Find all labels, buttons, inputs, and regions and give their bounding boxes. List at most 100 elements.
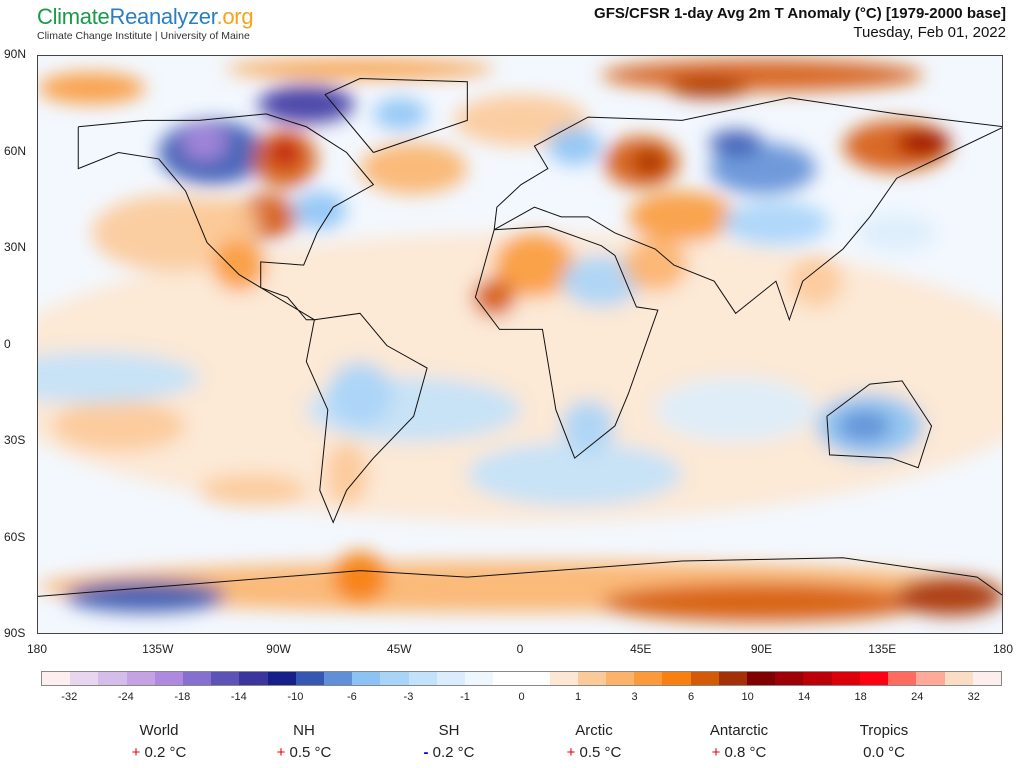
logo-part: Reanalyzer <box>109 4 217 29</box>
color-scale-swatch <box>239 672 268 685</box>
anomaly-region <box>668 78 750 98</box>
anomaly-value: 0.2 °C <box>144 744 187 761</box>
color-scale-swatch <box>352 672 381 685</box>
region-stat-antarctic: Antarctic + 0.8 °C <box>679 722 799 761</box>
anomaly-region <box>199 474 307 507</box>
anomaly-region <box>325 442 369 507</box>
anomaly-region <box>373 97 428 130</box>
region-name: Antarctic <box>709 722 769 739</box>
color-scale-swatch <box>888 672 917 685</box>
anomaly-region <box>708 142 817 195</box>
color-scale-swatch <box>436 672 466 685</box>
color-scale-label: 1 <box>574 691 582 703</box>
anomaly-sign: + <box>276 744 286 761</box>
latitude-label: 0 <box>4 336 11 351</box>
logo-part: .org <box>216 4 254 29</box>
institution-subtitle: Climate Change Institute | University of… <box>37 30 250 42</box>
anomaly-region <box>722 200 830 246</box>
color-scale-swatch <box>211 672 240 685</box>
anomaly-region <box>51 400 186 452</box>
color-scale-label: 6 <box>688 691 695 703</box>
longitude-label: 135E <box>868 642 897 656</box>
color-scale-label: -18 <box>174 691 191 703</box>
longitude-label: 90W <box>266 642 291 656</box>
color-scale-swatch <box>549 672 578 685</box>
color-scale-swatch <box>634 672 663 685</box>
anomaly-region <box>628 191 736 243</box>
anomaly-region <box>655 377 817 443</box>
latitude-label: 90N <box>4 47 27 61</box>
region-value: - 0.2 °C <box>389 744 509 761</box>
color-scale-swatch <box>521 672 550 685</box>
coastline <box>38 557 1002 597</box>
anomaly-value: 0.2 °C <box>432 744 475 761</box>
region-value: + 0.5 °C <box>534 744 654 761</box>
color-scale-swatch <box>916 672 945 685</box>
anomaly-value: 0.5 °C <box>579 744 622 761</box>
region-stat-sh: SH - 0.2 °C <box>389 722 509 761</box>
color-scale-label: 18 <box>854 691 867 703</box>
color-scale-swatch <box>859 672 889 685</box>
coastline <box>77 113 375 321</box>
color-scale-swatch <box>577 672 607 685</box>
anomaly-region <box>708 129 763 156</box>
color-scale-label: 3 <box>631 691 638 703</box>
anomaly-sign: - <box>423 744 429 761</box>
color-scale-swatch <box>42 672 71 685</box>
anomaly-region <box>789 255 844 307</box>
anomaly-region <box>292 191 347 230</box>
anomaly-region <box>225 59 495 79</box>
anomaly-region <box>38 351 199 404</box>
longitude-label: 90E <box>750 642 773 656</box>
region-stat-arctic: Arctic + 0.5 °C <box>534 722 654 761</box>
anomaly-region <box>494 232 575 298</box>
longitude-label: 135W <box>142 642 174 656</box>
anomaly-value: 0.8 °C <box>724 744 767 761</box>
color-scale-swatch <box>380 672 409 685</box>
region-name: World <box>139 722 179 739</box>
anomaly-region <box>64 580 226 613</box>
anomaly-region <box>38 72 146 105</box>
site-logo[interactable]: ClimateReanalyzer.org <box>37 4 254 30</box>
color-scale-label: -32 <box>61 691 78 703</box>
anomaly-region <box>472 277 516 317</box>
longitude-label: 180 <box>26 642 48 656</box>
longitude-label: 45E <box>630 642 652 656</box>
coastline <box>305 312 428 524</box>
color-scale-swatch <box>831 672 860 685</box>
color-scale-swatch <box>803 672 832 685</box>
anomaly-region <box>38 232 1002 523</box>
anomaly-region <box>633 149 666 176</box>
anomaly-region <box>856 213 937 253</box>
region-stat-tropics: Tropics 0.0 °C <box>824 722 944 761</box>
anomaly-value: 0.0 °C <box>863 744 905 761</box>
color-scale-label: 10 <box>741 691 754 703</box>
map-date: Tuesday, Feb 01, 2022 <box>853 24 1006 41</box>
latitude-label: 30N <box>4 240 27 254</box>
color-scale-swatch <box>972 672 1001 685</box>
color-scale-swatch <box>70 672 99 685</box>
anomaly-region <box>193 197 259 249</box>
logo-part: Climate <box>37 4 110 29</box>
color-scale-label: -1 <box>460 691 470 703</box>
color-scale-swatch <box>606 672 635 685</box>
color-scale-label: -3 <box>403 691 414 703</box>
color-scale-swatch <box>126 672 155 685</box>
color-scale-swatch <box>493 672 522 685</box>
anomaly-region <box>333 551 387 603</box>
color-scale-swatch <box>324 672 353 685</box>
color-scale-swatch <box>465 672 494 685</box>
color-scale-label: 14 <box>798 691 811 703</box>
anomaly-region <box>547 126 602 166</box>
longitude-label: 0 <box>516 642 524 656</box>
anomaly-region <box>182 126 226 159</box>
anomaly-region <box>212 239 267 291</box>
color-scale-swatch <box>408 672 437 685</box>
longitude-label: 45W <box>386 642 412 656</box>
color-scale-swatch <box>747 672 776 685</box>
color-scale-swatch <box>944 672 973 685</box>
color-scale-bar <box>41 671 1002 686</box>
color-scale-label: -6 <box>347 691 357 703</box>
anomaly-value: 0.5 °C <box>289 744 332 761</box>
temperature-anomaly-map <box>37 55 1003 634</box>
